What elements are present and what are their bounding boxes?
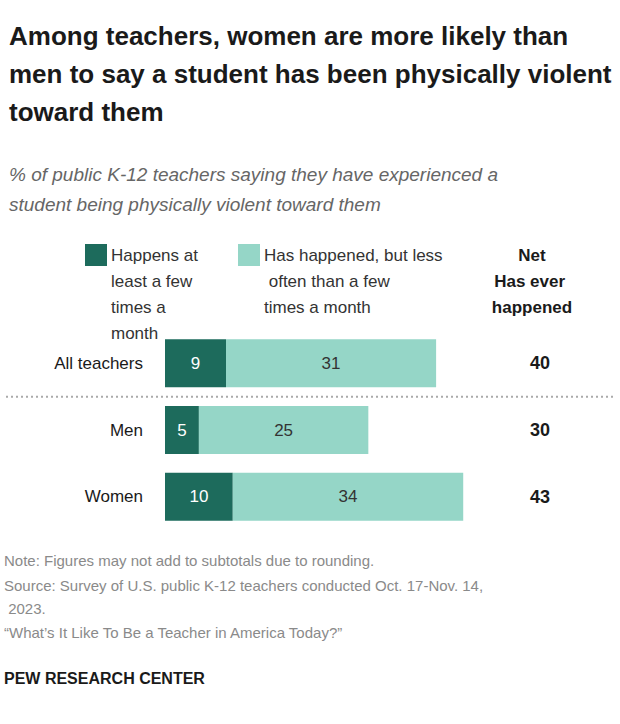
svg-text:30: 30 [530,420,550,440]
svg-text:Happens at: Happens at [111,246,203,265]
svg-text:toward them: toward them [9,97,164,127]
svg-text:2023.: 2023. [4,600,46,617]
svg-text:“What’s It Like To Be a Teache: “What’s It Like To Be a Teacher in Ameri… [4,624,342,641]
svg-text:student being physically viole: student being physically violent toward … [9,194,381,215]
svg-text:Among teachers, women are more: Among teachers, women are more likely th… [9,21,575,51]
svg-text:Men: Men [110,421,143,440]
svg-text:Has ever: Has ever [494,272,570,291]
svg-text:men to say a student has been: men to say a student has been physically… [9,59,619,89]
svg-text:10: 10 [189,487,208,506]
svg-text:least a few: least a few [111,272,197,291]
svg-text:times a month: times a month [264,298,371,317]
svg-text:25: 25 [274,421,293,440]
svg-text:happened: happened [492,298,572,317]
svg-text:times a: times a [111,298,171,317]
svg-text:9: 9 [191,354,200,373]
svg-text:All teachers: All teachers [54,354,143,373]
svg-text:Women: Women [85,487,143,506]
svg-text:Net: Net [518,246,546,265]
svg-text:% of public K-12 teachers sayi: % of public K-12 teachers saying they ha… [9,164,503,185]
svg-text:PEW RESEARCH CENTER: PEW RESEARCH CENTER [4,670,205,687]
svg-text:often than a few: often than a few [264,272,394,291]
svg-text:5: 5 [177,421,186,440]
svg-text:31: 31 [322,354,341,373]
svg-text:Note: Figures may not add to s: Note: Figures may not add to subtotals d… [4,552,374,569]
svg-text:43: 43 [530,487,550,507]
svg-text:34: 34 [339,487,358,506]
svg-text:40: 40 [530,353,550,373]
svg-text:month: month [111,324,158,343]
svg-text:Has happened, but less: Has happened, but less [264,246,443,265]
svg-text:Source: Survey of U.S. public: Source: Survey of U.S. public K-12 teach… [4,577,483,594]
